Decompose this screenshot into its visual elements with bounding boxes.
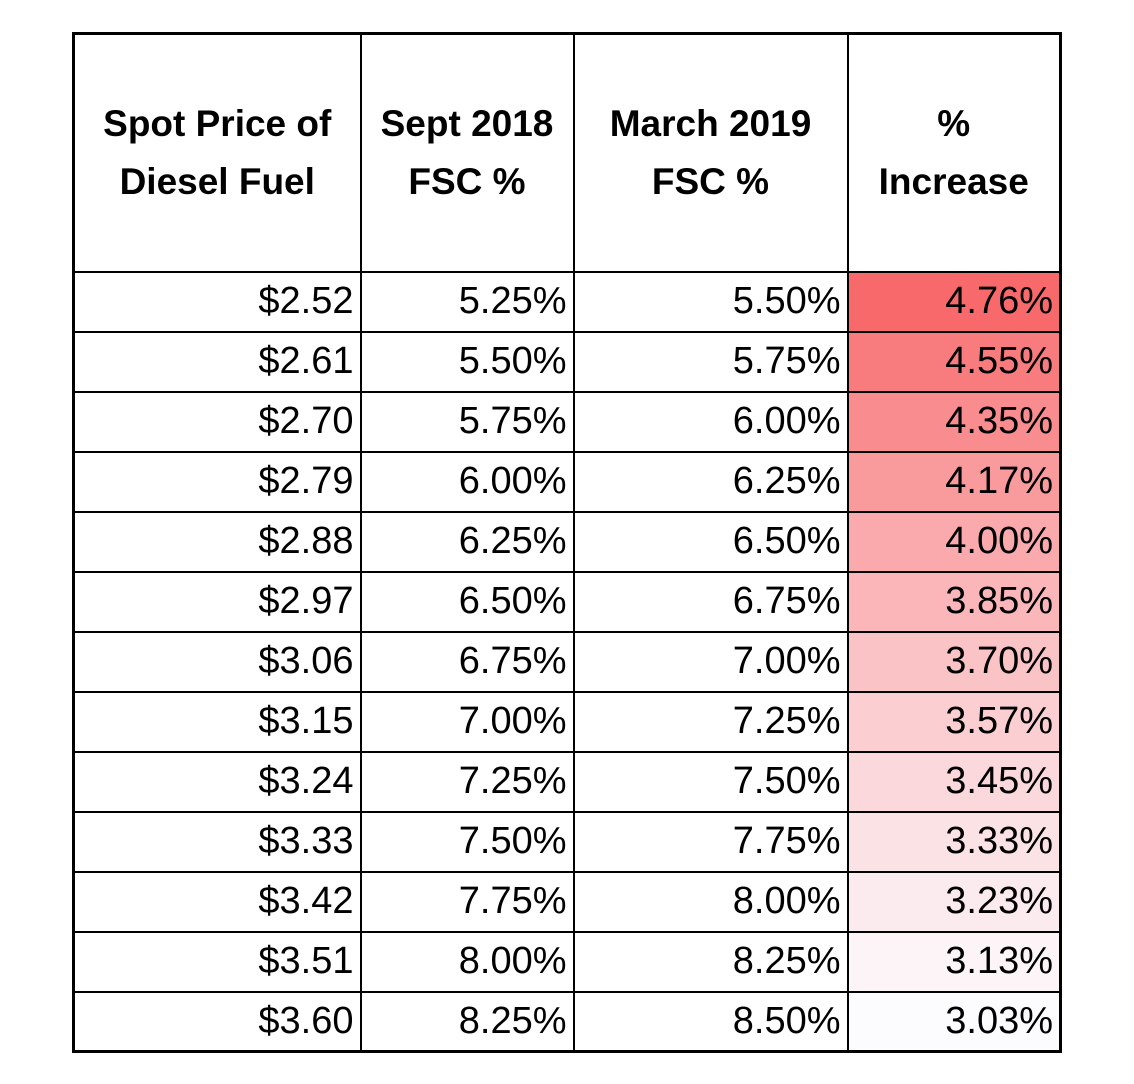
cell-march-2019: 7.00%: [572, 630, 849, 693]
cell-sept-2018: 7.25%: [359, 750, 575, 813]
cell-march-2019: 8.25%: [572, 930, 849, 993]
cell-spot-price: $2.61: [72, 330, 362, 393]
table-row: $3.51 8.00% 8.25% 3.13%: [72, 930, 1062, 993]
cell-march-2019: 7.75%: [572, 810, 849, 873]
cell-spot-price: $3.33: [72, 810, 362, 873]
cell-increase: 4.00%: [846, 510, 1062, 573]
cell-sept-2018: 7.50%: [359, 810, 575, 873]
table-row: $2.61 5.50% 5.75% 4.55%: [72, 330, 1062, 393]
cell-increase: 4.76%: [846, 270, 1062, 333]
header-spot-price: Spot Price of Diesel Fuel: [72, 32, 362, 273]
cell-sept-2018: 5.25%: [359, 270, 575, 333]
cell-spot-price: $3.15: [72, 690, 362, 753]
table-row: $2.88 6.25% 6.50% 4.00%: [72, 510, 1062, 573]
cell-spot-price: $3.24: [72, 750, 362, 813]
cell-spot-price: $3.42: [72, 870, 362, 933]
cell-spot-price: $3.06: [72, 630, 362, 693]
cell-sept-2018: 6.00%: [359, 450, 575, 513]
cell-increase: 3.45%: [846, 750, 1062, 813]
header-increase: % Increase: [846, 32, 1062, 273]
table-row: $3.06 6.75% 7.00% 3.70%: [72, 630, 1062, 693]
table-row: $3.24 7.25% 7.50% 3.45%: [72, 750, 1062, 813]
cell-increase: 3.57%: [846, 690, 1062, 753]
cell-increase: 4.17%: [846, 450, 1062, 513]
cell-sept-2018: 6.50%: [359, 570, 575, 633]
cell-sept-2018: 8.00%: [359, 930, 575, 993]
cell-increase: 4.35%: [846, 390, 1062, 453]
cell-increase: 3.23%: [846, 870, 1062, 933]
table-row: $3.60 8.25% 8.50% 3.03%: [72, 990, 1062, 1053]
table-row: $2.52 5.25% 5.50% 4.76%: [72, 270, 1062, 333]
cell-sept-2018: 5.50%: [359, 330, 575, 393]
table-row: $2.70 5.75% 6.00% 4.35%: [72, 390, 1062, 453]
table-body: $2.52 5.25% 5.50% 4.76% $2.61 5.50% 5.75% 4.55%…: [72, 270, 1062, 1053]
cell-spot-price: $3.60: [72, 990, 362, 1053]
cell-spot-price: $2.79: [72, 450, 362, 513]
cell-spot-price: $2.88: [72, 510, 362, 573]
cell-spot-price: $2.52: [72, 270, 362, 333]
table-row: $3.42 7.75% 8.00% 3.23%: [72, 870, 1062, 933]
cell-increase: 4.55%: [846, 330, 1062, 393]
cell-march-2019: 6.50%: [572, 510, 849, 573]
table-row: $2.79 6.00% 6.25% 4.17%: [72, 450, 1062, 513]
cell-spot-price: $2.97: [72, 570, 362, 633]
cell-march-2019: 8.00%: [572, 870, 849, 933]
cell-march-2019: 7.50%: [572, 750, 849, 813]
cell-march-2019: 8.50%: [572, 990, 849, 1053]
cell-increase: 3.70%: [846, 630, 1062, 693]
cell-increase: 3.03%: [846, 990, 1062, 1053]
cell-sept-2018: 7.00%: [359, 690, 575, 753]
cell-increase: 3.33%: [846, 810, 1062, 873]
header-march-2019: March 2019 FSC %: [572, 32, 849, 273]
cell-sept-2018: 5.75%: [359, 390, 575, 453]
header-row: Spot Price of Diesel Fuel Sept 2018 FSC …: [72, 32, 1062, 273]
cell-sept-2018: 6.75%: [359, 630, 575, 693]
cell-march-2019: 7.25%: [572, 690, 849, 753]
cell-spot-price: $3.51: [72, 930, 362, 993]
header-sept-2018: Sept 2018 FSC %: [359, 32, 575, 273]
fsc-table: Spot Price of Diesel Fuel Sept 2018 FSC …: [72, 32, 1062, 1053]
cell-sept-2018: 6.25%: [359, 510, 575, 573]
table-row: $3.33 7.50% 7.75% 3.33%: [72, 810, 1062, 873]
cell-sept-2018: 7.75%: [359, 870, 575, 933]
cell-increase: 3.85%: [846, 570, 1062, 633]
table-row: $2.97 6.50% 6.75% 3.85%: [72, 570, 1062, 633]
cell-spot-price: $2.70: [72, 390, 362, 453]
table-row: $3.15 7.00% 7.25% 3.57%: [72, 690, 1062, 753]
cell-march-2019: 5.50%: [572, 270, 849, 333]
cell-march-2019: 6.25%: [572, 450, 849, 513]
cell-increase: 3.13%: [846, 930, 1062, 993]
cell-march-2019: 5.75%: [572, 330, 849, 393]
cell-sept-2018: 8.25%: [359, 990, 575, 1053]
cell-march-2019: 6.00%: [572, 390, 849, 453]
cell-march-2019: 6.75%: [572, 570, 849, 633]
